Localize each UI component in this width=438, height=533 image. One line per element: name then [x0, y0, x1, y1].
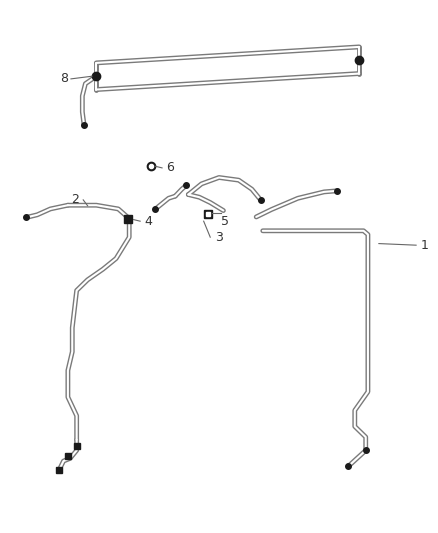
Text: 8: 8: [60, 72, 68, 85]
Text: 2: 2: [71, 193, 79, 206]
Text: 1: 1: [420, 239, 428, 252]
Text: 3: 3: [215, 231, 223, 244]
Text: 4: 4: [145, 215, 152, 228]
Text: 5: 5: [221, 215, 229, 228]
Text: 6: 6: [166, 161, 174, 174]
